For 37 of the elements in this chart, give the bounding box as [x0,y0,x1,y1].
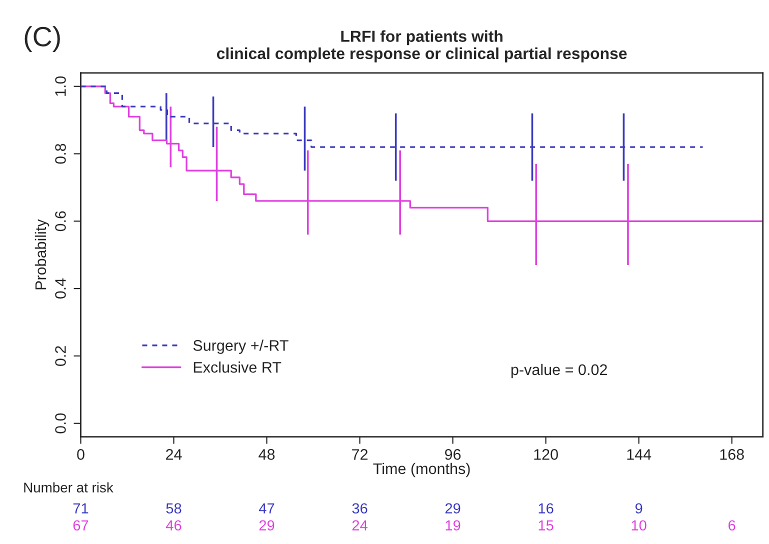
chart-title: LRFI for patients with clinical complete response or clinical partial response [216,30,627,62]
text: (C) [24,26,60,52]
x-tick-label: 144 [627,449,652,460]
x-axis-title: Time (months) [373,462,470,478]
text: 9 [635,503,642,514]
legend-label: Exclusive RT [194,362,282,373]
text: 29 [445,503,460,514]
text: 16 [538,503,554,514]
x-tick-label: 0 [77,449,84,460]
y-tick-label: 0.4 [55,278,66,299]
text: 71 [73,503,88,514]
text: 29 [259,520,274,531]
x-tick-label: 120 [534,449,558,460]
text: 15 [538,520,554,531]
text: 58 [166,503,182,514]
x-tick-label: 72 [352,449,368,460]
y-tick-label: 1.0 [55,76,66,96]
text: 24 [352,520,368,530]
y-tick-label: 0.2 [55,346,66,366]
text: 10 [632,520,646,531]
y-tick-label: 0.8 [55,144,66,164]
text: 36 [352,503,368,514]
y-axis-title: Probability [34,219,50,290]
y-tick-label: 0.6 [55,211,66,232]
text: 67 [73,520,88,531]
x-tick-label: 168 [720,449,744,460]
text: 47 [259,503,274,514]
text: 19 [446,520,460,531]
text: 6 [728,520,736,531]
x-tick-label: 48 [258,449,275,460]
y-tick-label: 0.0 [55,413,66,434]
text: Number at risk [24,482,114,492]
text: 46 [166,520,182,531]
legend-label: Surgery +/-RT [193,340,288,354]
annotation: p-value = 0.02 [511,364,607,378]
x-tick-label: 24 [166,449,182,460]
x-tick-label: 96 [445,449,461,460]
